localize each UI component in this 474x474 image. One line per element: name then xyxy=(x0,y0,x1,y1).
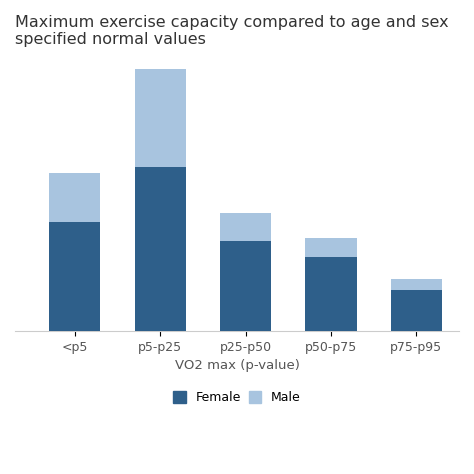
Bar xyxy=(135,69,186,167)
Bar xyxy=(391,290,442,331)
Bar xyxy=(135,167,186,331)
Bar xyxy=(49,222,100,331)
Bar xyxy=(305,257,356,331)
Legend: Female, Male: Female, Male xyxy=(168,386,306,409)
X-axis label: VO2 max (p-value): VO2 max (p-value) xyxy=(174,359,300,372)
Bar xyxy=(305,238,356,257)
Text: Maximum exercise capacity compared to age and sex
specified normal values: Maximum exercise capacity compared to ag… xyxy=(15,15,448,47)
Bar xyxy=(220,241,271,331)
Bar xyxy=(391,279,442,290)
Bar xyxy=(220,213,271,241)
Bar xyxy=(49,173,100,222)
